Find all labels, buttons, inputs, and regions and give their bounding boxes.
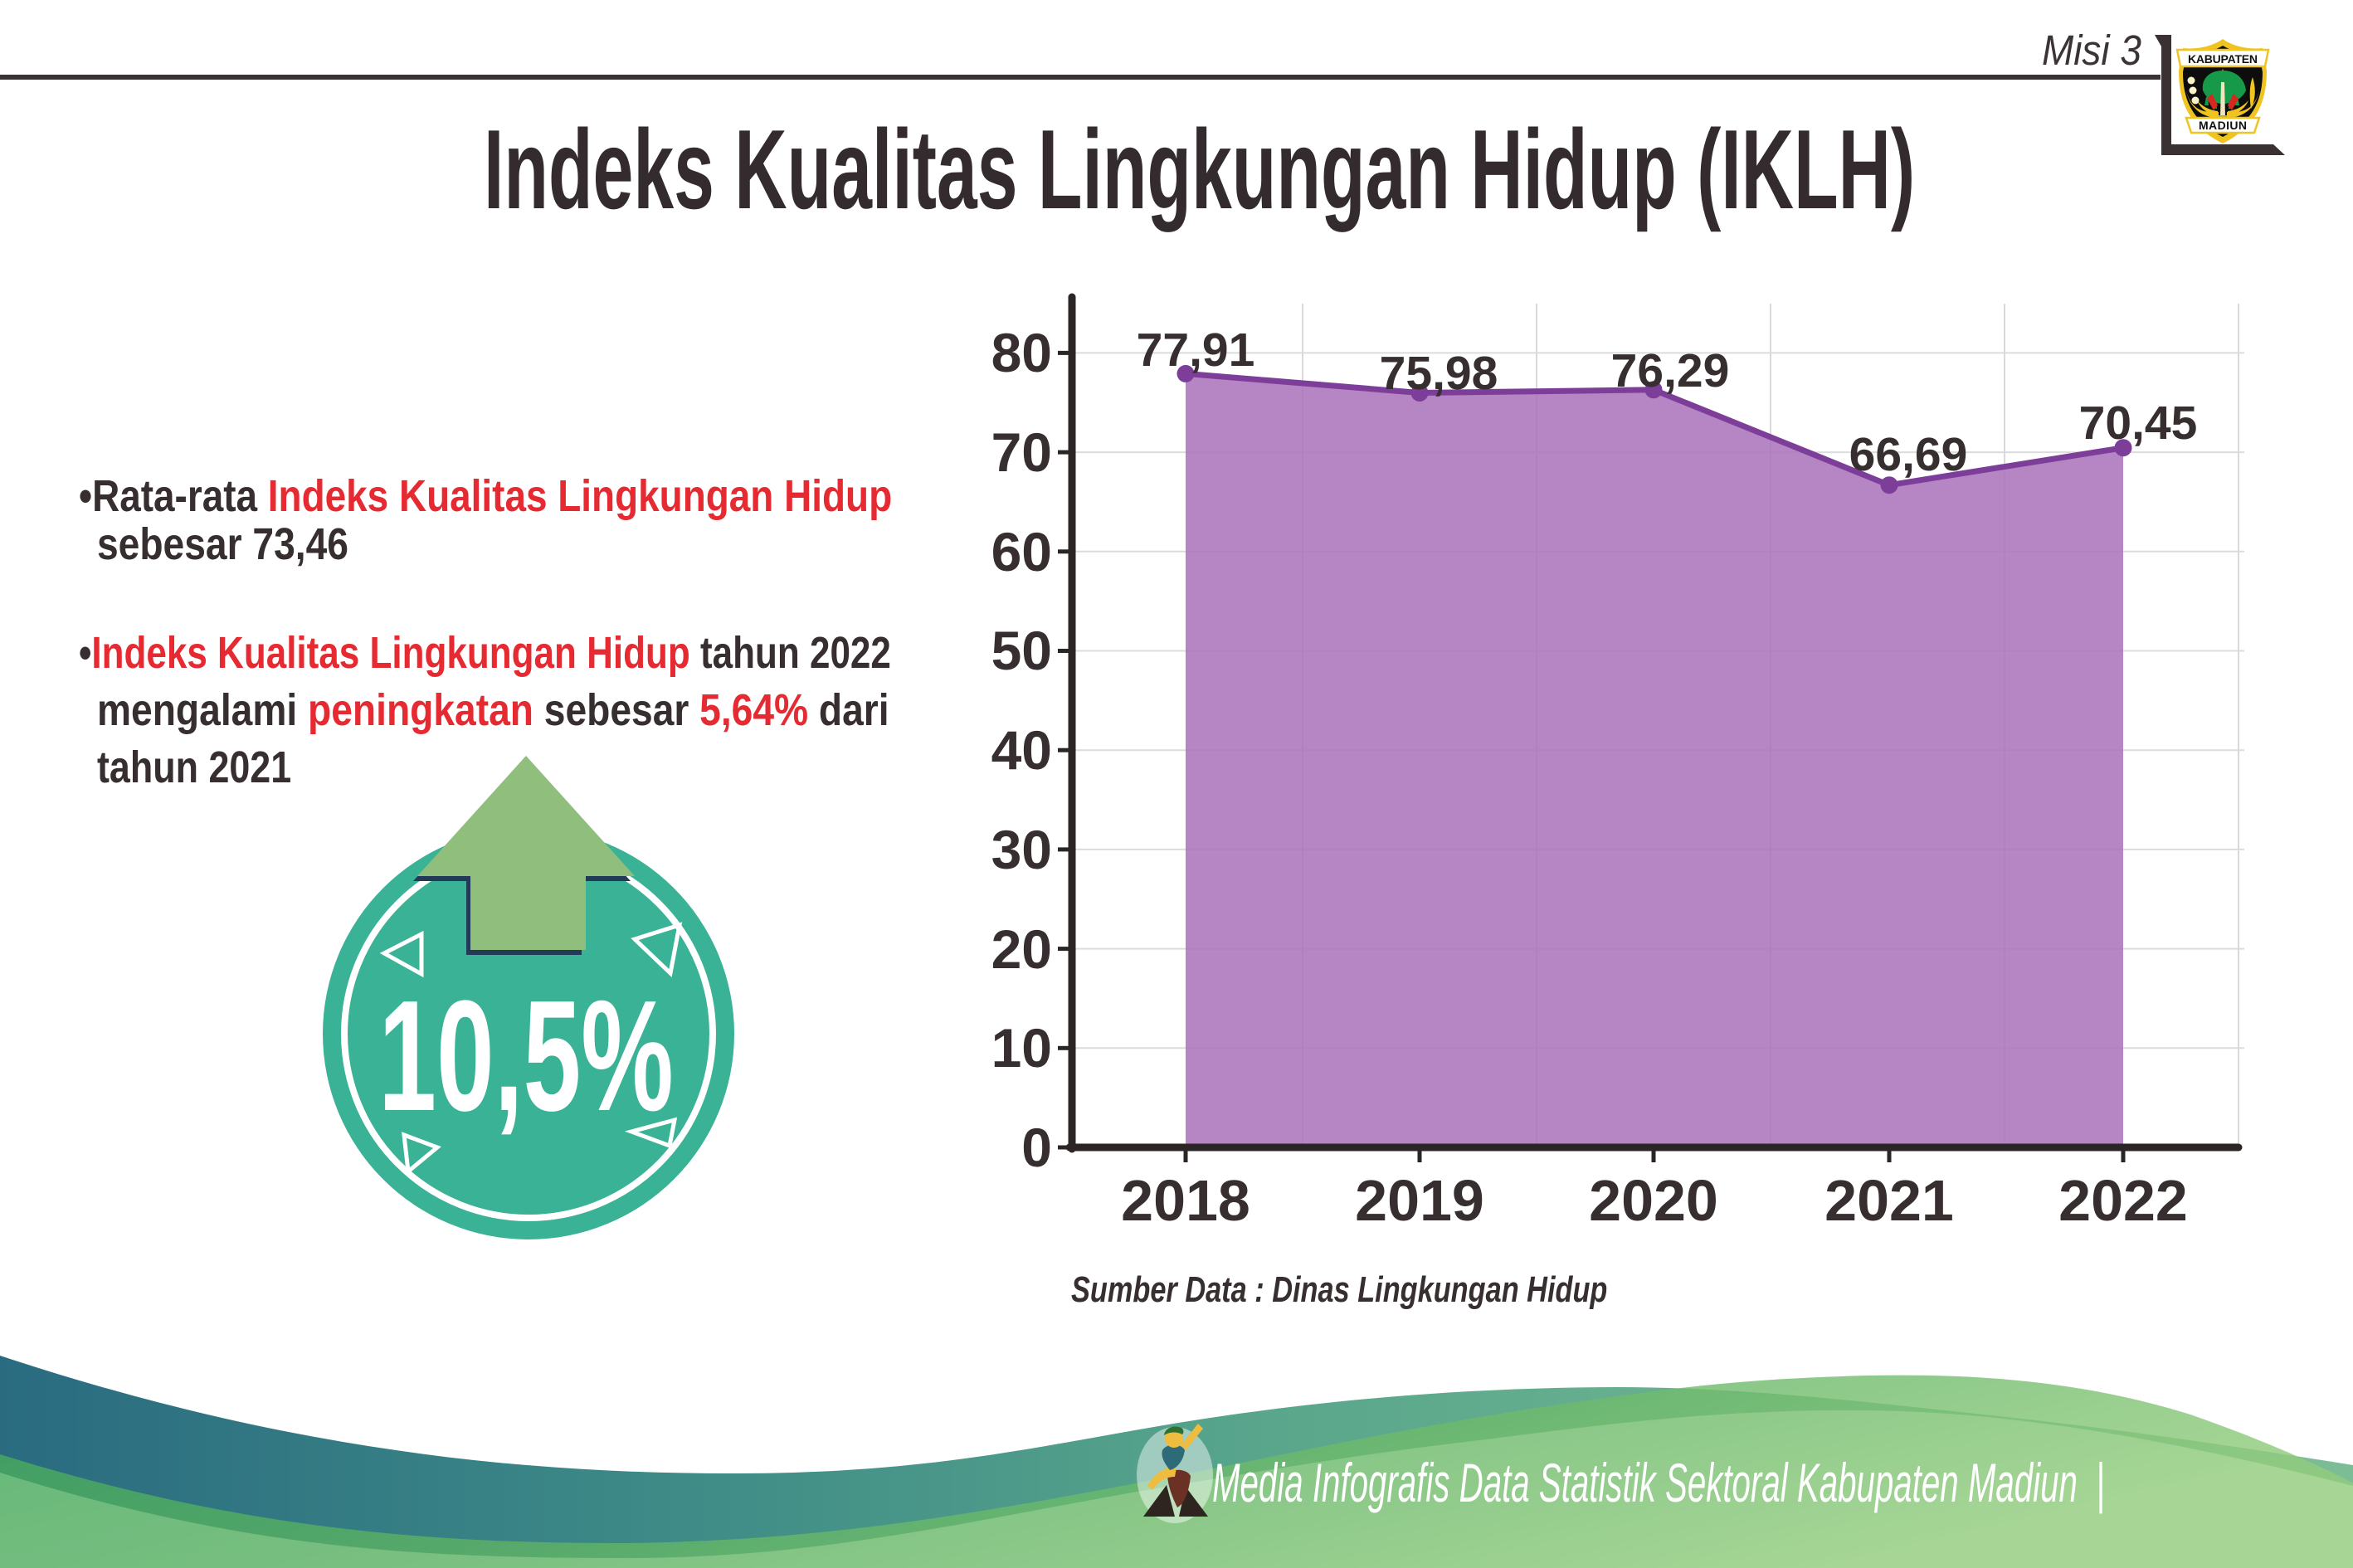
svg-text:MADIUN: MADIUN [2199,119,2247,132]
svg-text:KABUPATEN: KABUPATEN [2188,52,2258,66]
